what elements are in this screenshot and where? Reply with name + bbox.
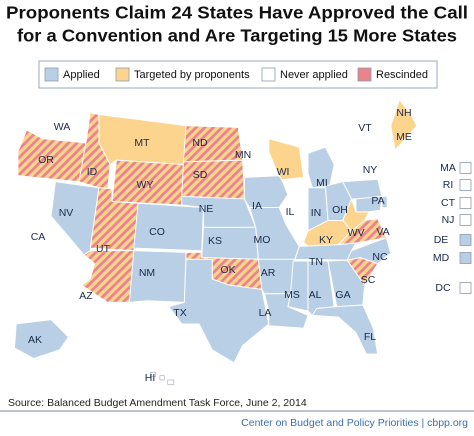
- state-label: PA: [371, 195, 384, 207]
- legend-swatch: [261, 67, 276, 82]
- state-shape: [327, 259, 366, 308]
- state-label: DC: [435, 282, 451, 294]
- state-label: KY: [319, 234, 333, 246]
- legend-swatch: [357, 67, 372, 82]
- state-label: ND: [192, 137, 208, 149]
- state-label: VT: [358, 122, 372, 134]
- state-shape: [13, 319, 69, 359]
- state-label: AL: [309, 289, 322, 301]
- state-label: CT: [441, 197, 456, 209]
- state-shape: [168, 258, 270, 364]
- state-label: AZ: [79, 290, 93, 302]
- state-labels: WA OR CA NV ID MT WY UT AZ CO NM ND SD NE KS OK TX MN IA MO…: [28, 107, 472, 384]
- state-shape: [372, 127, 385, 146]
- state-shape: [133, 202, 204, 252]
- legend-label: Rescinded: [376, 69, 428, 81]
- state-shape: [128, 250, 187, 303]
- state-shape: [137, 364, 146, 371]
- state-callout-box: [459, 282, 472, 294]
- state-label: SC: [361, 274, 376, 286]
- state-label: NE: [199, 203, 214, 215]
- state-label: LA: [259, 307, 272, 319]
- state-label: MA: [440, 162, 456, 174]
- state-label: TX: [173, 307, 186, 319]
- state-callout-box: [459, 162, 472, 174]
- source: Source: Balanced Budget Amendment Task F…: [8, 397, 307, 409]
- state-label: DE: [434, 234, 449, 246]
- state-shape: [381, 195, 388, 209]
- state-label: KS: [208, 235, 222, 247]
- legend-swatch: [115, 67, 130, 82]
- state-shape: [311, 304, 379, 355]
- state-label: TN: [309, 256, 323, 268]
- state-label: ID: [87, 166, 98, 178]
- state-shape: [383, 159, 395, 168]
- state-label: NH: [396, 107, 411, 119]
- state-label: MD: [433, 252, 450, 264]
- footer: Center on Budget and Policy Priorities |…: [241, 417, 468, 429]
- state-callout-box: [459, 252, 472, 264]
- state-label: FL: [364, 331, 376, 343]
- state-label: AR: [261, 267, 276, 279]
- state-callout-box: [459, 197, 472, 209]
- state-label: NV: [59, 207, 74, 219]
- state-label: AK: [28, 334, 42, 346]
- island-shape: [159, 375, 165, 381]
- state-label: NJ: [442, 214, 455, 226]
- state-label: ME: [396, 131, 412, 143]
- state-shape: [355, 195, 383, 213]
- state-label: WI: [277, 166, 290, 178]
- state-shape: [390, 99, 418, 151]
- title-line: Proponents Claim 24 States Have Approved…: [6, 3, 468, 23]
- state-label: MT: [134, 137, 150, 149]
- state-label: HI: [145, 372, 156, 384]
- title-line: for a Convention and Are Targeting 15 Mo…: [17, 26, 457, 46]
- state-label: NY: [363, 164, 378, 176]
- state-label: OR: [38, 154, 54, 166]
- legend-label: Applied: [63, 69, 100, 81]
- state-shape: [383, 149, 406, 161]
- state-label: WY: [137, 179, 154, 191]
- state-label: OH: [332, 204, 348, 216]
- state-label: SD: [193, 169, 208, 181]
- state-shape: [181, 159, 245, 200]
- state-label: GA: [335, 289, 350, 301]
- state-label: CO: [149, 226, 165, 238]
- legend-label: Never applied: [280, 69, 348, 81]
- island-shape: [167, 379, 175, 385]
- state-callout-box: [459, 234, 472, 246]
- state-label: VA: [376, 226, 389, 238]
- state-callout-box: [459, 179, 472, 191]
- state-label: WV: [348, 227, 365, 239]
- state-label: IA: [252, 200, 262, 212]
- state-shape: [287, 260, 309, 312]
- state-shape: [342, 142, 392, 187]
- state-shape: [243, 175, 289, 209]
- island-shape: [150, 371, 156, 377]
- state-label: IL: [286, 206, 295, 218]
- state-label: IN: [311, 207, 322, 219]
- state-label: MS: [284, 289, 300, 301]
- state-label: NM: [139, 267, 155, 279]
- legend: Applied Targeted by proponents Never appli…: [44, 67, 428, 82]
- state-label: CA: [31, 231, 46, 243]
- legend-swatch: [44, 67, 59, 82]
- state-label: MO: [254, 234, 271, 246]
- state-label: WA: [54, 121, 71, 133]
- state-label: RI: [443, 179, 454, 191]
- state-label: UT: [96, 243, 111, 255]
- state-label: MN: [235, 149, 251, 161]
- state-shape: [393, 157, 400, 166]
- state-label: MI: [316, 177, 328, 189]
- state-label: OK: [220, 264, 235, 276]
- state-label: NC: [372, 251, 388, 263]
- state-shapes: [13, 99, 418, 385]
- legend-label: Targeted by proponents: [134, 69, 250, 81]
- state-callout-box: [459, 214, 472, 226]
